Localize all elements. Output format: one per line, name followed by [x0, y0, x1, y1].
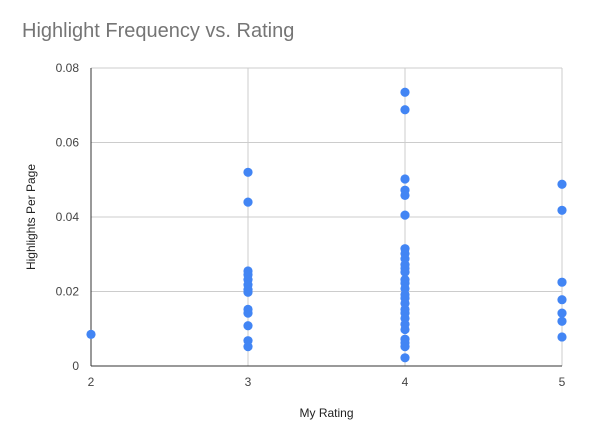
gridlines: [91, 67, 563, 366]
y-tick-label: 0.08: [56, 61, 80, 75]
data-point: [243, 321, 253, 331]
data-point: [86, 329, 96, 339]
data-point: [557, 308, 567, 318]
data-point: [400, 210, 410, 220]
data-point: [400, 174, 410, 184]
y-tick-label: 0.02: [56, 285, 80, 299]
data-point: [400, 324, 410, 335]
data-point: [400, 267, 410, 277]
data-point: [243, 167, 253, 177]
data-point: [557, 332, 567, 342]
data-point: [557, 179, 567, 189]
x-tick-label: 4: [402, 375, 409, 389]
axes: [90, 68, 562, 367]
data-points: [86, 87, 567, 363]
y-tick-label: 0: [72, 359, 79, 373]
x-tick-label: 5: [559, 375, 566, 389]
data-point: [400, 342, 410, 352]
chart-title: Highlight Frequency vs. Rating: [22, 20, 295, 42]
x-tick-label: 3: [245, 375, 252, 389]
data-point: [243, 308, 253, 318]
x-tick-label: 2: [88, 375, 95, 389]
data-point: [557, 316, 567, 326]
tick-labels: 0 0.02 0.04 0.06 0.08 2 3 4 5: [56, 61, 566, 389]
data-point: [400, 353, 410, 363]
y-tick-label: 0.04: [56, 210, 80, 224]
data-point: [400, 190, 410, 200]
data-point: [557, 295, 567, 305]
y-tick-label: 0.06: [56, 136, 80, 150]
x-axis-title: My Rating: [299, 406, 353, 420]
y-axis-title: Highlights Per Page: [24, 164, 38, 270]
data-point: [243, 287, 253, 297]
data-point: [557, 205, 567, 215]
data-point: [243, 342, 253, 352]
data-point: [400, 87, 410, 97]
data-point: [557, 277, 567, 287]
data-point: [243, 197, 253, 207]
data-point: [400, 105, 410, 115]
